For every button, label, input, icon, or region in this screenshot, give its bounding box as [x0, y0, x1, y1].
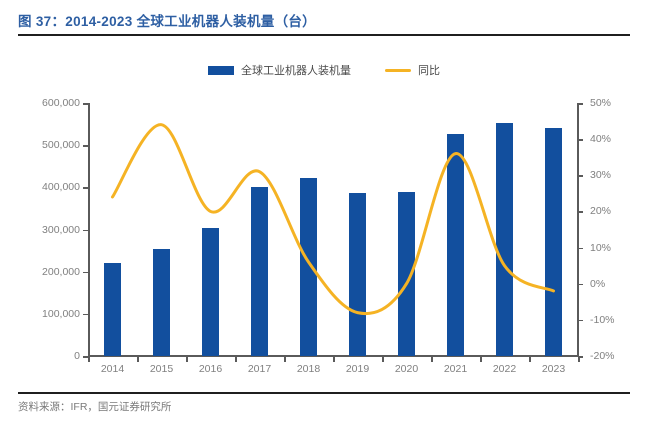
y-axis-right-tick	[578, 103, 583, 105]
x-axis-label: 2015	[149, 363, 174, 375]
y-axis-right-label: -20%	[590, 350, 615, 362]
bar-2021[interactable]	[447, 134, 464, 356]
legend-label-line: 同比	[418, 65, 440, 77]
bar-2022[interactable]	[496, 122, 513, 356]
y-axis-left-label: 200,000	[42, 265, 80, 278]
legend-item-bar[interactable]: 全球工业机器人装机量	[208, 62, 351, 78]
bar-2016[interactable]	[202, 227, 219, 356]
x-axis-tick	[88, 357, 90, 362]
y-axis-left-tick	[83, 145, 88, 147]
bar-2015[interactable]	[153, 248, 170, 356]
x-axis-label: 2014	[100, 363, 125, 375]
y-axis-left-label: 400,000	[42, 181, 80, 194]
x-axis-label: 2021	[443, 363, 468, 375]
legend-bar-swatch-icon	[208, 65, 234, 75]
y-axis-left-label: 600,000	[42, 97, 80, 109]
plot-area	[88, 103, 578, 356]
x-axis-tick	[529, 357, 531, 362]
y-axis-left-label: 300,000	[42, 223, 80, 236]
y-axis-right-label: 50%	[590, 97, 612, 109]
y-axis-left-tick	[83, 229, 88, 232]
legend-item-line[interactable]: 同比	[385, 62, 440, 78]
y-axis-right-tick	[578, 356, 583, 358]
x-axis-tick	[480, 357, 482, 362]
y-axis-right-label: -10%	[590, 313, 615, 326]
x-axis-label: 2022	[492, 363, 517, 375]
x-axis-tick	[382, 357, 384, 362]
y-axis-right	[577, 103, 579, 356]
bar-2017[interactable]	[251, 187, 268, 356]
line-series-group	[111, 123, 555, 315]
y-axis-left-tick	[83, 356, 88, 358]
y-axis-left-tick	[83, 271, 88, 274]
x-axis	[88, 355, 579, 357]
y-axis-left-tick	[83, 103, 88, 105]
x-axis-tick	[235, 357, 237, 362]
y-axis-right-tick	[578, 247, 583, 250]
y-axis-left-tick	[83, 313, 88, 316]
source-note: 资料来源：IFR，国元证券研究所	[18, 401, 172, 413]
y-axis-right-label: 0%	[590, 277, 606, 290]
bar-2018[interactable]	[300, 178, 317, 356]
y-axis-right-tick	[578, 175, 583, 177]
x-axis-label: 2019	[345, 363, 370, 375]
y-axis-right-label: 40%	[590, 133, 612, 146]
x-axis-tick	[284, 357, 286, 362]
footer-divider	[18, 392, 630, 394]
x-axis-label: 2020	[394, 363, 419, 375]
x-axis-label: 2017	[247, 363, 272, 375]
page-title: 图 37：2014-2023 全球工业机器人装机量（台）	[18, 14, 316, 29]
y-axis-right-label: 20%	[590, 205, 612, 218]
bar-2019[interactable]	[349, 192, 366, 356]
y-axis-right-tick	[578, 139, 583, 141]
chart-legend: 全球工业机器人装机量 同比	[0, 62, 648, 78]
y-axis-left-label: 100,000	[42, 307, 80, 320]
x-axis-tick	[333, 357, 335, 362]
legend-label-bar: 全球工业机器人装机量	[241, 65, 351, 77]
legend-line-swatch-icon	[385, 68, 411, 72]
x-axis-tick	[431, 357, 433, 362]
x-axis-tick	[578, 357, 580, 362]
y-axis-left-label: 500,000	[42, 139, 80, 152]
y-axis-right-tick	[578, 283, 583, 286]
y-axis-right-tick	[578, 319, 583, 322]
bar-2014[interactable]	[104, 262, 121, 356]
x-axis-label: 2023	[541, 363, 566, 375]
y-axis-left-label: 0	[74, 350, 80, 362]
title-divider	[18, 34, 630, 36]
bar-2023[interactable]	[545, 127, 562, 356]
y-axis-right-label: 30%	[590, 169, 612, 182]
y-axis-right-tick	[578, 211, 583, 214]
y-axis-left-tick	[83, 187, 88, 189]
x-axis-label: 2018	[296, 363, 321, 375]
y-axis-left	[88, 103, 90, 356]
y-axis-right-label: 10%	[590, 241, 612, 254]
bar-2020[interactable]	[398, 191, 415, 356]
x-axis-tick	[186, 357, 188, 362]
x-axis-label: 2016	[198, 363, 223, 375]
x-axis-tick	[137, 357, 139, 362]
